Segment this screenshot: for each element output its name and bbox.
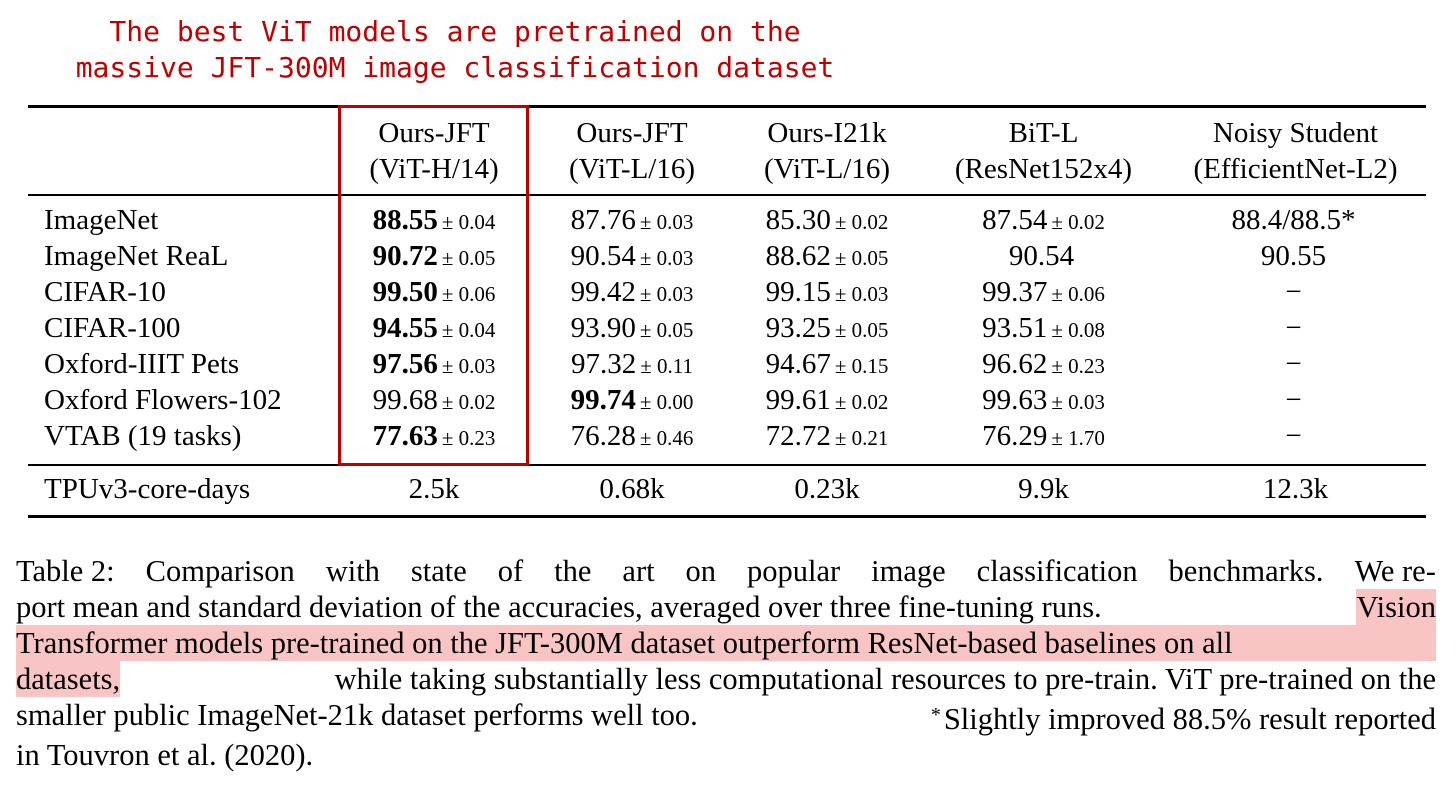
caption-highlight: datasets,: [16, 661, 121, 697]
table-cell: 93.90 ± 0.05: [570, 311, 694, 344]
compute-row: TPUv3-core-days 2.5k 0.68k 0.23k 9.9k 12…: [28, 464, 1426, 514]
compute-value: 0.23k: [794, 472, 860, 505]
table-cell: 85.30 ± 0.02: [765, 203, 889, 236]
table-cell: 90.54 ± 0.03: [570, 239, 694, 272]
compute-value: 0.68k: [599, 472, 665, 505]
table-cell: 87.54 ± 0.02: [982, 203, 1105, 236]
annotation-line-1: The best ViT models are pretrained on th…: [109, 15, 801, 48]
caption-line-1: Table 2: Comparison with state of the ar…: [16, 554, 1436, 588]
table-header-rule: [28, 194, 1426, 196]
table-cell: 90.54: [1008, 239, 1075, 272]
table-cell: 99.61 ± 0.02: [765, 383, 889, 416]
table-cell: 77.63 ± 0.23: [372, 419, 496, 452]
compute-value: 9.9k: [1018, 472, 1069, 505]
table-cell: 90.72 ± 0.05: [372, 239, 496, 272]
annotation-line-2: massive JFT-300M image classification da…: [75, 51, 835, 84]
table-caption: Table 2: Comparison with state of the ar…: [16, 553, 1436, 773]
caption-line-5: smaller public ImageNet-21k dataset perf…: [16, 698, 1436, 736]
table-cell: 96.62 ± 0.23: [982, 347, 1105, 380]
table-cell: −: [1285, 347, 1302, 380]
best-model-highlight-box: [338, 105, 529, 466]
table-cell: 99.63 ± 0.03: [982, 383, 1105, 416]
header-empty: [28, 108, 336, 194]
table-cell: 88.4/88.5*: [1231, 203, 1356, 236]
table-cell: −: [1285, 311, 1302, 344]
compute-value: 12.3k: [1262, 472, 1329, 505]
row-label: Oxford-IIIT Pets: [44, 347, 240, 380]
table-cell: 99.50 ± 0.06: [372, 275, 496, 308]
table-cell: 94.67 ± 0.15: [765, 347, 889, 380]
table-cell: 99.42 ± 0.03: [570, 275, 694, 308]
table-cell: −: [1285, 383, 1302, 416]
table-header-row: Ours-JFT (ViT-H/14) Ours-JFT (ViT-L/16) Ou…: [28, 108, 1426, 194]
table-cell: 76.29 ± 1.70: [982, 419, 1105, 452]
table-cell: 99.74 ± 0.00: [570, 383, 694, 416]
table-compute-rule: [28, 464, 1426, 466]
results-table: Ours-JFT (ViT-H/14) Ours-JFT (ViT-L/16) Ou…: [28, 108, 1426, 514]
row-label: ImageNet ReaL: [44, 239, 229, 272]
caption-highlight: Vision: [1356, 589, 1436, 625]
table-row: CIFAR-10 99.50 ± 0.06 99.42 ± 0.03 99.15 ± …: [28, 274, 1426, 310]
table-row: ImageNet ReaL 90.72 ± 0.05 90.54 ± 0.03 88…: [28, 238, 1426, 274]
column-header: Ours-JFT (ViT-L/16): [568, 117, 696, 185]
table-row: Oxford Flowers-102 99.68 ± 0.02 99.74 ± 0.…: [28, 382, 1426, 418]
table-row: CIFAR-100 94.55 ± 0.04 93.90 ± 0.05 93.25 ±…: [28, 310, 1426, 346]
table-cell: 87.76 ± 0.03: [570, 203, 694, 236]
table-cell: 76.28 ± 0.46: [570, 419, 694, 452]
table-cell: 99.68 ± 0.02: [372, 383, 496, 416]
table-row: Oxford-IIIT Pets 97.56 ± 0.03 97.32 ± 0.11…: [28, 346, 1426, 382]
table-cell: 88.62 ± 0.05: [765, 239, 889, 272]
table-cell: 93.51 ± 0.08: [982, 311, 1105, 344]
caption-line-3: Transformer models pre-trained on the JF…: [16, 625, 1436, 661]
table-cell: 99.37 ± 0.06: [982, 275, 1105, 308]
column-header: Ours-I21k (ViT-L/16): [763, 117, 891, 185]
caption-line-4: datasets, while taking substantially les…: [16, 661, 1436, 697]
row-label: Oxford Flowers-102: [44, 383, 282, 416]
table-cell: 93.25 ± 0.05: [765, 311, 889, 344]
table-row: ImageNet 88.55 ± 0.04 87.76 ± 0.03 85.30 ± …: [28, 202, 1426, 238]
compute-label: TPUv3-core-days: [44, 472, 251, 505]
table-top-rule: [28, 105, 1426, 108]
caption-line-2: port mean and standard deviation of the …: [16, 589, 1436, 625]
caption-line-6: in Touvron et al. (2020).: [16, 738, 314, 772]
row-label: CIFAR-100: [44, 311, 181, 344]
row-label: CIFAR-10: [44, 275, 166, 308]
column-header: BiT-L (ResNet152x4): [954, 117, 1133, 185]
table-cell: 99.15 ± 0.03: [765, 275, 889, 308]
annotation-callout: The best ViT models are pretrained on th…: [20, 14, 890, 86]
table-cell: −: [1285, 419, 1302, 452]
table-row: VTAB (19 tasks) 77.63 ± 0.23 76.28 ± 0.46 …: [28, 418, 1426, 454]
table-cell: 90.55: [1260, 239, 1327, 272]
row-label: ImageNet: [44, 203, 159, 236]
table-cell: 72.72 ± 0.21: [765, 419, 889, 452]
table-cell: 97.32 ± 0.11: [571, 347, 693, 380]
row-label: VTAB (19 tasks): [44, 419, 242, 452]
table-bottom-rule: [28, 515, 1426, 518]
table-cell: 94.55 ± 0.04: [372, 311, 496, 344]
table-cell: 88.55 ± 0.04: [372, 203, 496, 236]
table-cell: −: [1285, 275, 1302, 308]
column-header: Ours-JFT (ViT-H/14): [369, 117, 499, 185]
compute-value: 2.5k: [408, 472, 460, 505]
column-header: Noisy Student (EfficientNet-L2): [1193, 117, 1398, 185]
footnote-star: *: [930, 704, 941, 726]
caption-highlight: Transformer models pre-trained on the JF…: [16, 625, 1436, 661]
table-cell: 97.56 ± 0.03: [372, 347, 496, 380]
